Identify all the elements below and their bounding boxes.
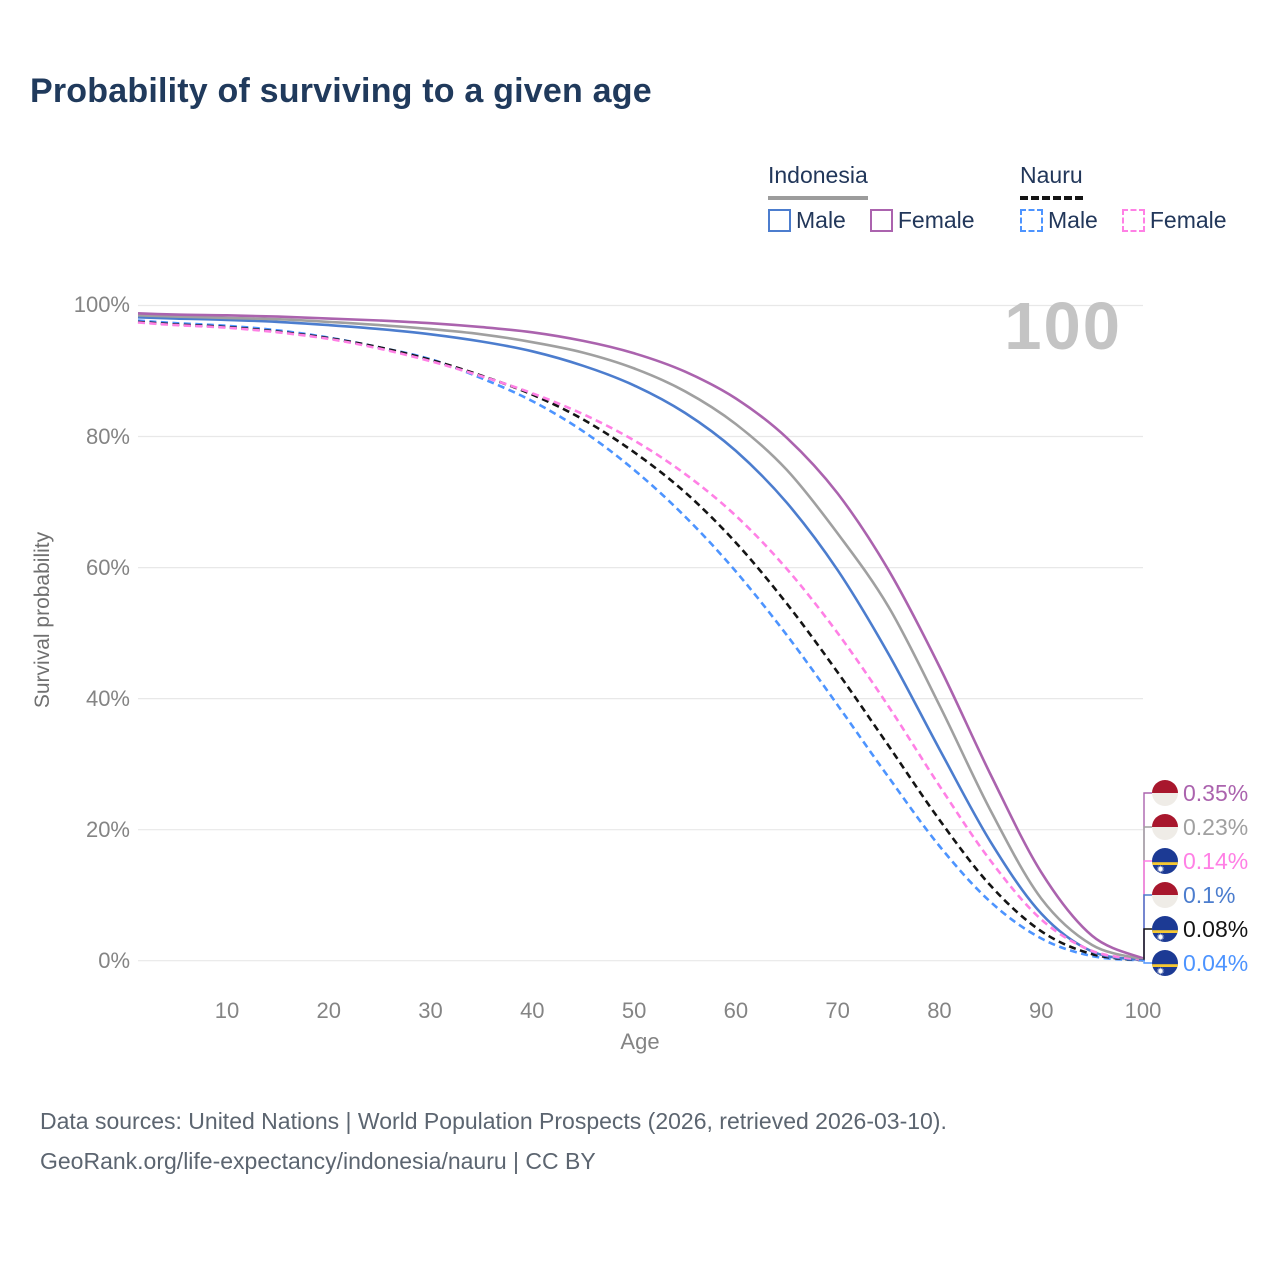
footer-source-line: Data sources: United Nations | World Pop…	[40, 1108, 947, 1134]
end-label-connector	[1139, 792, 1152, 960]
indonesia-flag-icon	[1152, 780, 1178, 806]
legend-item-indonesia-male[interactable]: Male	[768, 207, 846, 234]
hovered-age-watermark: 100	[1004, 289, 1122, 364]
end-label-value: 0.35%	[1183, 780, 1249, 806]
y-tick-label: 40%	[85, 685, 130, 711]
indonesia-male-line-swatch-icon	[768, 209, 791, 232]
series-line	[137, 312, 1144, 960]
x-tick-label: 10	[214, 998, 240, 1023]
end-label-row: 0.04%	[1152, 950, 1248, 976]
end-label-connector	[1139, 894, 1152, 961]
nauru-flag-icon	[1152, 950, 1178, 976]
legend-group-indonesia: Indonesia Male Female	[768, 162, 975, 234]
end-label-row: 0.14%	[1152, 848, 1248, 874]
end-label-connector	[1139, 959, 1152, 964]
legend-item-indonesia-female[interactable]: Female	[869, 207, 975, 234]
series-line	[137, 321, 1144, 962]
legend-item-label: Female	[1149, 207, 1227, 233]
end-label-value: 0.14%	[1183, 848, 1249, 874]
end-label-value: 0.23%	[1183, 814, 1249, 840]
indonesia-flag-icon	[1152, 882, 1178, 908]
x-tick-label: 30	[418, 998, 443, 1023]
end-label-connector	[1139, 860, 1152, 961]
x-tick-label: 40	[520, 998, 545, 1023]
legend-item-label: Male	[1048, 207, 1098, 233]
end-label-row: 0.1%	[1152, 882, 1235, 908]
end-label-row: 0.23%	[1152, 814, 1248, 840]
legend-item-nauru-male[interactable]: Male	[1020, 207, 1098, 234]
indonesia-flag-icon	[1152, 814, 1178, 840]
legend-country-indonesia[interactable]: Indonesia	[768, 162, 868, 200]
legend-item-label: Male	[796, 207, 846, 233]
chart-title: Probability of surviving to a given age	[30, 72, 652, 110]
nauru-female-line-swatch-icon	[1121, 209, 1145, 232]
y-tick-label: 100%	[73, 292, 130, 318]
x-tick-label: 70	[825, 998, 850, 1023]
nauru-flag-icon	[1152, 848, 1178, 874]
legend-item-label: Female	[897, 207, 975, 233]
x-tick-label: 100	[1124, 998, 1162, 1023]
y-tick-label: 60%	[85, 554, 130, 580]
end-label-value: 0.04%	[1183, 950, 1249, 976]
series-line	[137, 320, 1144, 962]
end-label-connector	[1139, 826, 1152, 960]
end-label-value: 0.08%	[1183, 916, 1249, 942]
series-line	[137, 314, 1144, 961]
end-label-row: 0.35%	[1152, 780, 1248, 806]
legend-item-nauru-female[interactable]: Female	[1121, 207, 1227, 234]
y-axis-title: Survival probability	[31, 531, 54, 709]
y-tick-label: 20%	[85, 816, 130, 842]
x-tick-label: 50	[621, 998, 647, 1023]
series-line	[137, 316, 1144, 962]
y-tick-label: 80%	[85, 423, 130, 449]
indonesia-female-line-swatch-icon	[869, 209, 893, 232]
footer-attribution-line: GeoRank.org/life-expectancy/indonesia/na…	[40, 1148, 596, 1174]
end-label-value: 0.1%	[1183, 882, 1236, 908]
x-tick-label: 20	[316, 998, 341, 1023]
legend-country-nauru[interactable]: Nauru	[1020, 162, 1083, 200]
nauru-flag-icon	[1152, 916, 1178, 942]
y-tick-label: 0%	[98, 947, 130, 973]
x-tick-label: 90	[1028, 998, 1054, 1023]
x-axis-title: Age	[620, 1029, 660, 1054]
nauru-male-line-swatch-icon	[1020, 209, 1043, 232]
x-tick-label: 80	[927, 998, 952, 1023]
legend-group-nauru: Nauru Male Female	[1020, 162, 1227, 234]
end-label-connector	[1139, 928, 1152, 961]
x-tick-label: 60	[723, 998, 749, 1023]
end-label-row: 0.08%	[1152, 916, 1248, 942]
